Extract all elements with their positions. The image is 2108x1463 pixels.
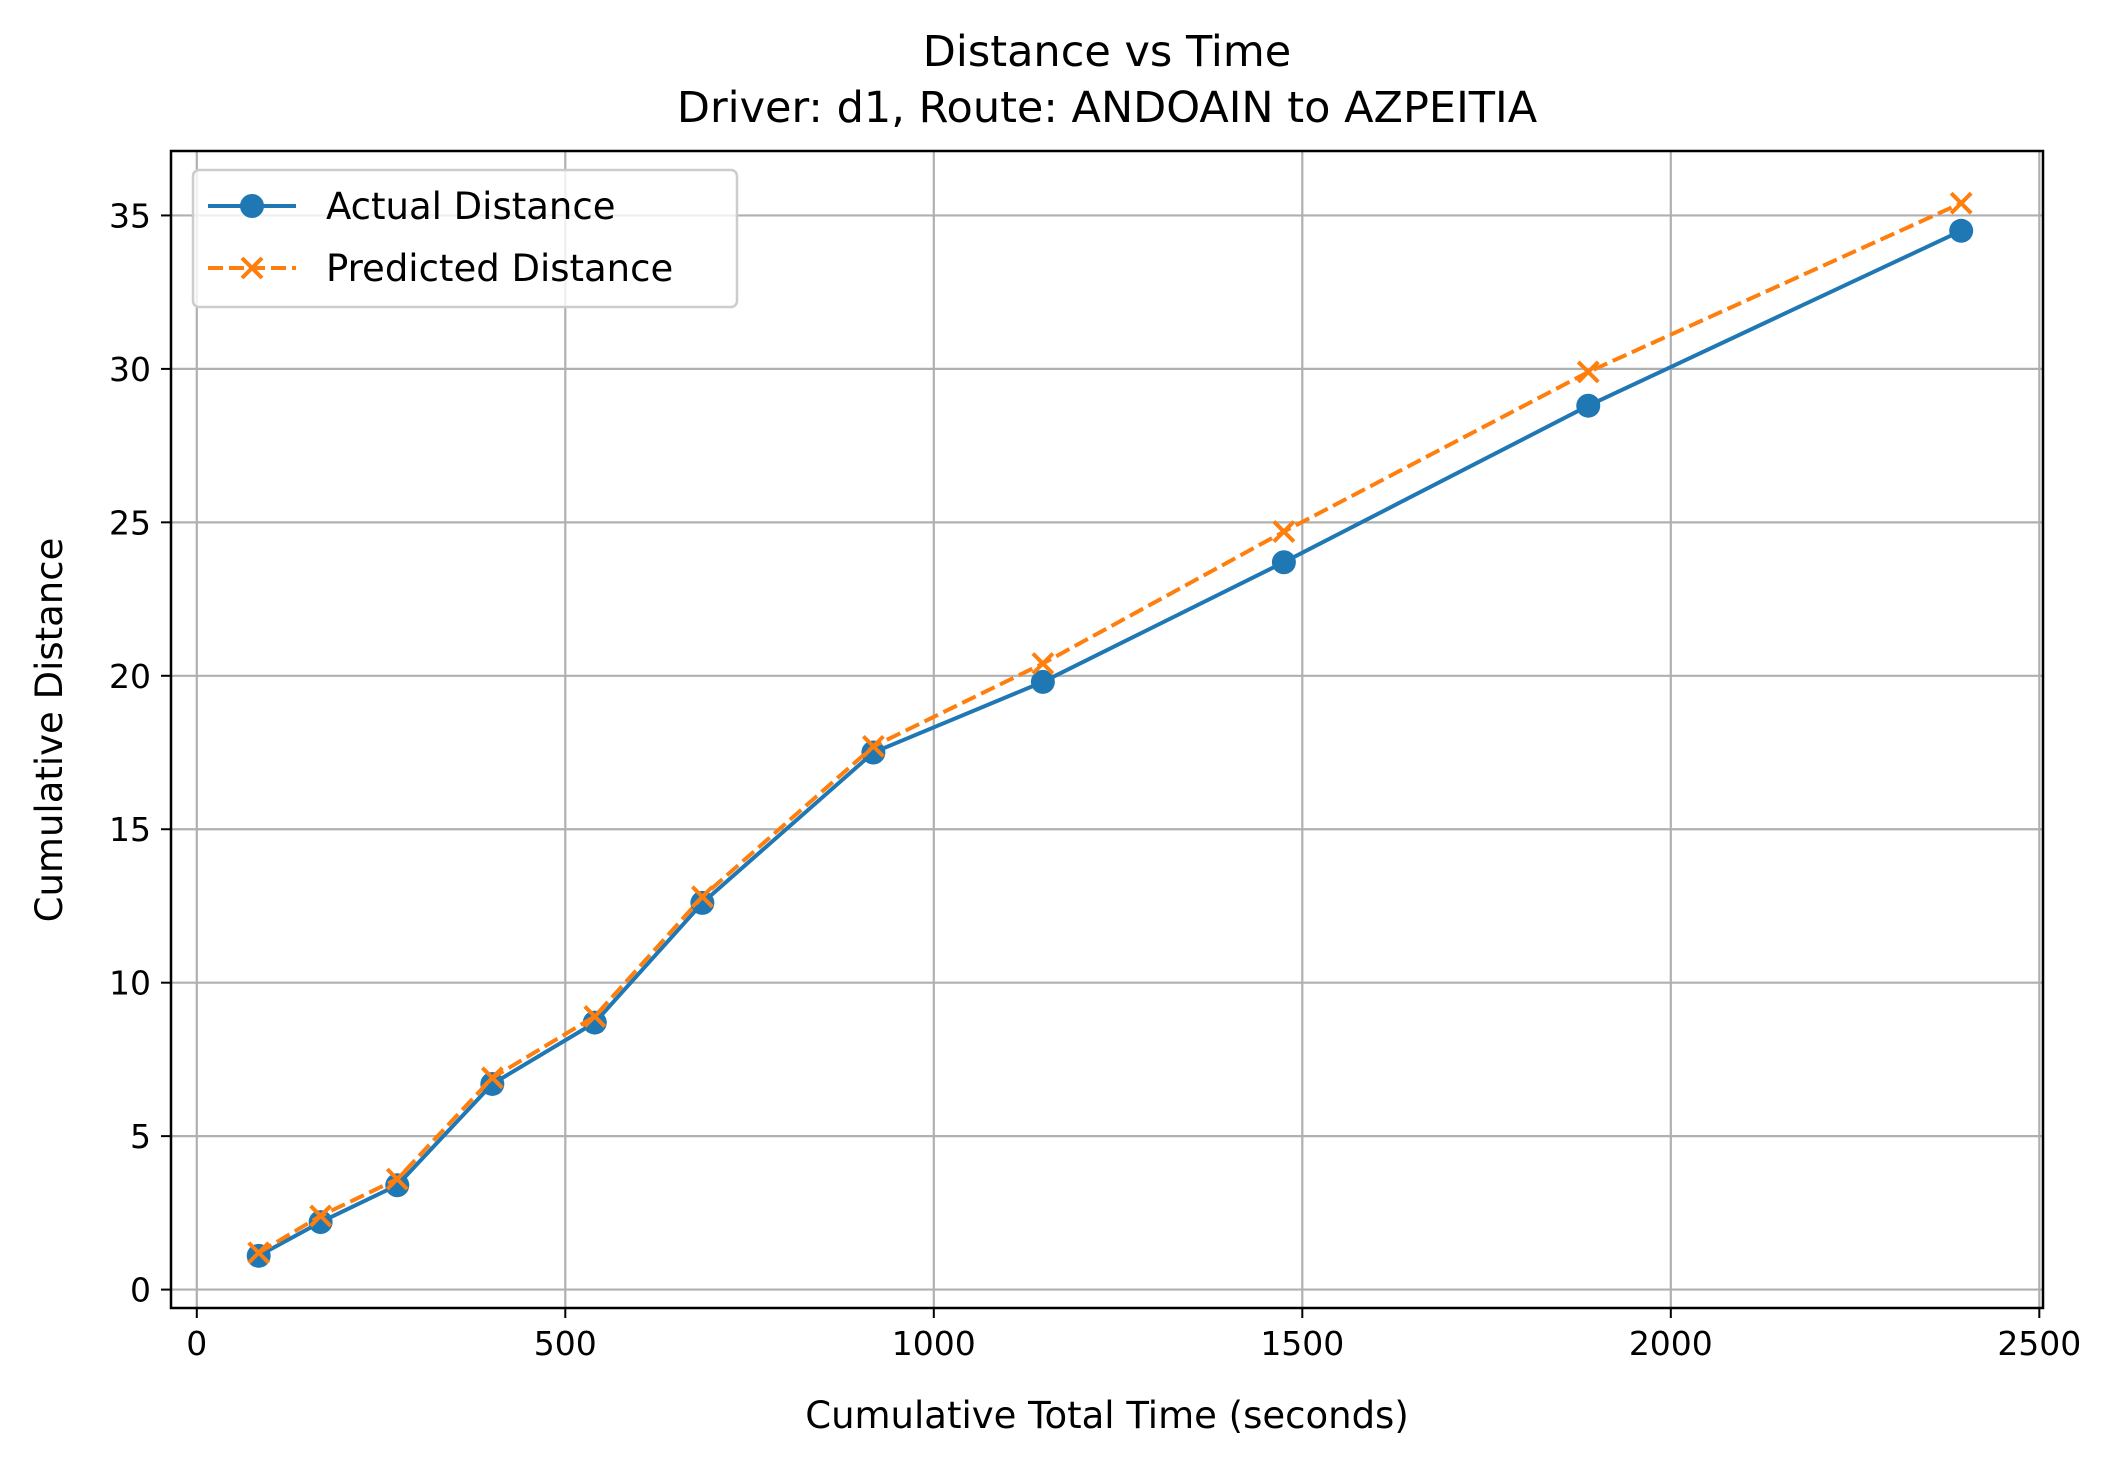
x-tick-label: 0 [186,1324,207,1363]
y-tick-label: 10 [109,964,151,1003]
chart-title: Distance vs Time [923,27,1291,77]
actual-point [1272,550,1296,574]
y-tick-label: 5 [130,1117,151,1156]
x-tick-label: 500 [534,1324,597,1363]
x-tick-label: 1000 [892,1324,976,1363]
y-tick-label: 30 [109,350,151,389]
x-tick-label: 2500 [1997,1324,2081,1363]
x-tick-label: 2000 [1629,1324,1713,1363]
legend: Actual Distance Predicted Distance [193,170,737,307]
series-layer [247,193,1973,1268]
legend-marker-actual [240,194,264,218]
x-axis-label: Cumulative Total Time (seconds) [805,1394,1409,1437]
legend-label-actual: Actual Distance [326,185,615,228]
y-tick-label: 25 [109,503,151,542]
predicted-point [1578,362,1598,382]
y-axis-label: Cumulative Distance [28,538,71,923]
y-tick-label: 20 [109,657,151,696]
legend-label-predicted: Predicted Distance [326,247,673,290]
y-tick-label: 35 [109,196,151,235]
series-line-predicted [259,203,1962,1253]
y-tick-label: 15 [109,810,151,849]
actual-point [1949,219,1973,243]
series-line-actual [259,231,1962,1256]
chart-subtitle: Driver: d1, Route: ANDOAIN to AZPEITIA [677,83,1538,133]
predicted-point [1951,193,1971,213]
x-tick-label: 1500 [1260,1324,1344,1363]
actual-point [1576,394,1600,418]
y-tick-label: 0 [130,1271,151,1310]
predicted-point [1274,522,1294,542]
